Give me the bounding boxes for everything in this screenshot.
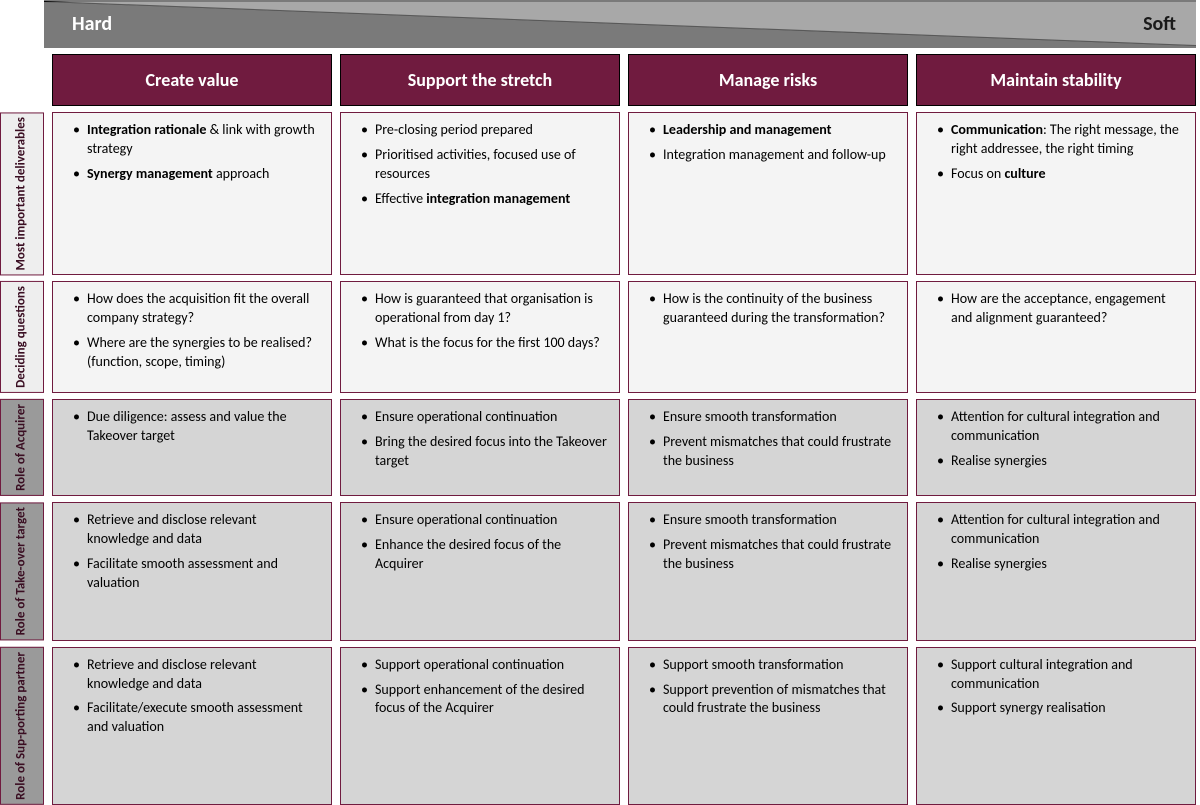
- matrix-cell: Leadership and management Integration man…: [628, 112, 908, 275]
- matrix-cell: Communication: The right message, the ri…: [916, 112, 1196, 275]
- matrix-cell: How is the continuity of the business gu…: [628, 281, 908, 393]
- matrix-cell: How are the acceptance, engagement and a…: [916, 281, 1196, 393]
- bullet-item: Support smooth transformation: [649, 656, 897, 675]
- bullet-item: Prioritised activities, focused use of r…: [361, 146, 609, 184]
- bullet-item: Prevent mismatches that could frustrate …: [649, 433, 897, 471]
- bullet-item: Attention for cultural integration and c…: [937, 408, 1185, 446]
- bullet-item: How is guaranteed that organisation is o…: [361, 290, 609, 328]
- matrix-cell: Due diligence: assess and value the Take…: [52, 399, 332, 496]
- gradient-label-soft: Soft: [1143, 12, 1176, 36]
- bullet-item: Support synergy realisation: [937, 699, 1185, 718]
- matrix-cell: How is guaranteed that organisation is o…: [340, 281, 620, 393]
- bullet-item: Ensure smooth transformation: [649, 511, 897, 530]
- bullet-item: Pre-closing period prepared: [361, 121, 609, 140]
- column-header: Create value: [52, 54, 332, 106]
- bullet-item: Integration rationale & link with growth…: [73, 121, 321, 159]
- bullet-item: Realise synergies: [937, 452, 1185, 471]
- row-header: Role of Take-over target: [0, 502, 44, 640]
- bullet-item: Where are the synergies to be realised? …: [73, 334, 321, 372]
- gradient-diagonal-icon: [44, 0, 1196, 48]
- matrix-cell: Ensure operational continuation Enhance t…: [340, 502, 620, 640]
- bullet-item: Retrieve and disclose relevant knowledge…: [73, 511, 321, 549]
- column-header: Support the stretch: [340, 54, 620, 106]
- bullet-item: Facilitate smooth assessment and valuati…: [73, 555, 321, 593]
- bullet-item: Bring the desired focus into the Takeove…: [361, 433, 609, 471]
- matrix-cell: Support smooth transformation Support pre…: [628, 647, 908, 805]
- bullet-item: Facilitate/execute smooth assessment and…: [73, 699, 321, 737]
- bullet-item: Ensure smooth transformation: [649, 408, 897, 427]
- bullet-item: Realise synergies: [937, 555, 1185, 574]
- bullet-item: Prevent mismatches that could frustrate …: [649, 536, 897, 574]
- row-header: Role of Sup-porting partner: [0, 647, 44, 805]
- row-header: Role of Acquirer: [0, 399, 44, 496]
- bullet-item: Effective integration management: [361, 190, 609, 209]
- corner-spacer: [0, 54, 44, 106]
- matrix-cell: Integration rationale & link with growth…: [52, 112, 332, 275]
- gradient-label-hard: Hard: [72, 12, 112, 36]
- matrix-cell: Attention for cultural integration and c…: [916, 502, 1196, 640]
- bullet-item: Support enhancement of the desired focus…: [361, 681, 609, 719]
- bullet-item: How does the acquisition fit the overall…: [73, 290, 321, 328]
- bullet-item: Integration management and follow-up: [649, 146, 897, 165]
- bullet-item: What is the focus for the first 100 days…: [361, 334, 609, 353]
- bullet-item: Ensure operational continuation: [361, 408, 609, 427]
- column-header: Manage risks: [628, 54, 908, 106]
- matrix-cell: Retrieve and disclose relevant knowledge…: [52, 502, 332, 640]
- bullet-item: Attention for cultural integration and c…: [937, 511, 1185, 549]
- bullet-item: Synergy management approach: [73, 165, 321, 184]
- bullet-item: Retrieve and disclose relevant knowledge…: [73, 656, 321, 694]
- matrix-cell: Attention for cultural integration and c…: [916, 399, 1196, 496]
- matrix-cell: Support operational continuation Support …: [340, 647, 620, 805]
- bullet-item: Ensure operational continuation: [361, 511, 609, 530]
- row-header: Deciding questions: [0, 281, 44, 393]
- bullet-item: Communication: The right message, the ri…: [937, 121, 1185, 159]
- matrix-cell: Ensure smooth transformation Prevent mism…: [628, 399, 908, 496]
- matrix-cell: Ensure smooth transformation Prevent mism…: [628, 502, 908, 640]
- row-header: Most important deliverables: [0, 112, 44, 275]
- bullet-item: Due diligence: assess and value the Take…: [73, 408, 321, 446]
- matrix-cell: Ensure operational continuation Bring the…: [340, 399, 620, 496]
- matrix-cell: Support cultural integration and communi…: [916, 647, 1196, 805]
- bullet-item: How is the continuity of the business gu…: [649, 290, 897, 328]
- matrix-grid: Create valueSupport the stretchManage ri…: [0, 54, 1196, 805]
- bullet-item: Focus on culture: [937, 165, 1185, 184]
- bullet-item: Support operational continuation: [361, 656, 609, 675]
- matrix-cell: Pre-closing period prepared Prioritised a…: [340, 112, 620, 275]
- bullet-item: Support prevention of mismatches that co…: [649, 681, 897, 719]
- bullet-item: How are the acceptance, engagement and a…: [937, 290, 1185, 328]
- matrix-cell: Retrieve and disclose relevant knowledge…: [52, 647, 332, 805]
- bullet-item: Enhance the desired focus of the Acquire…: [361, 536, 609, 574]
- bullet-item: Support cultural integration and communi…: [937, 656, 1185, 694]
- matrix-cell: How does the acquisition fit the overall…: [52, 281, 332, 393]
- bullet-item: Leadership and management: [649, 121, 897, 140]
- hard-soft-gradient-bar: Hard Soft: [44, 0, 1196, 48]
- column-header: Maintain stability: [916, 54, 1196, 106]
